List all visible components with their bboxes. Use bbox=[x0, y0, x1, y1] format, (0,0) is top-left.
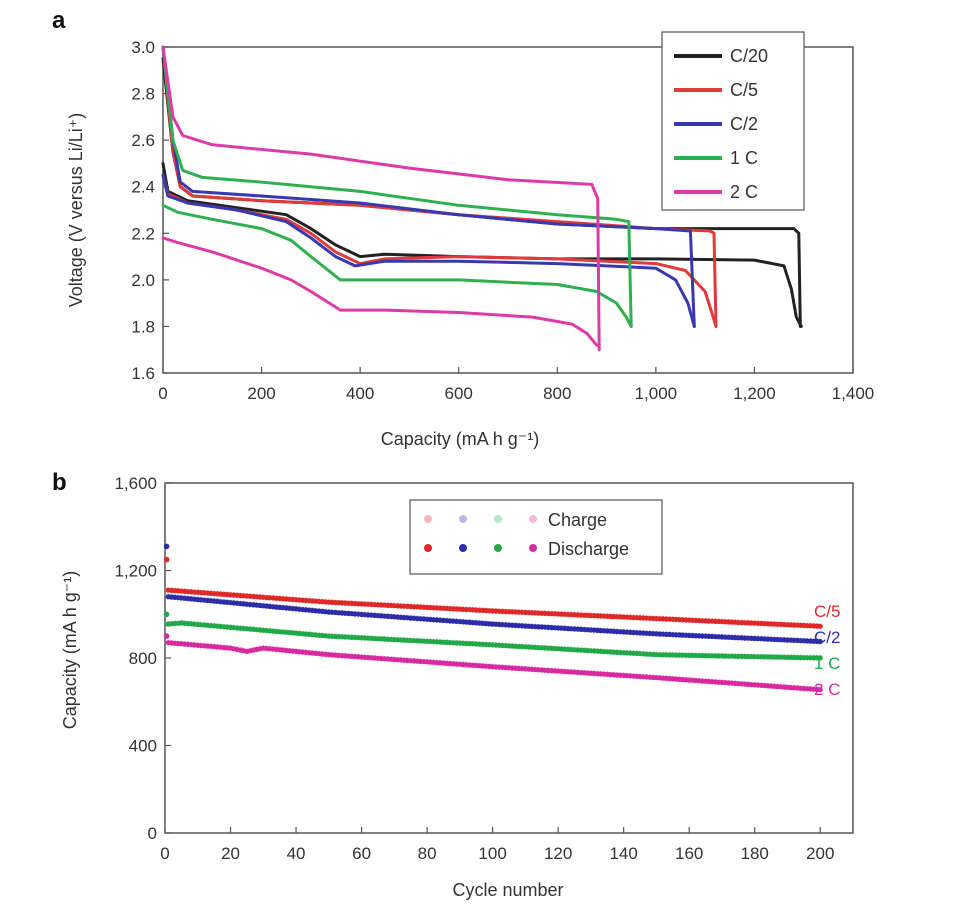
y-tick-label-a: 1.6 bbox=[131, 364, 155, 383]
series-2-c-discharge-line bbox=[161, 236, 599, 347]
series-2-c-charge-line bbox=[161, 45, 601, 352]
x-tick-label-b: 40 bbox=[287, 844, 306, 863]
series-1-c-charge-line bbox=[161, 45, 633, 328]
y-tick-label-a: 2.8 bbox=[131, 85, 155, 104]
panel-label-b: b bbox=[52, 469, 67, 496]
y-tick-label-a: 3.0 bbox=[131, 38, 155, 57]
x-axis-label-a: Capacity (mA h g⁻¹) bbox=[381, 429, 540, 449]
x-axis-label-b: Cycle number bbox=[452, 880, 563, 900]
legend-marker-discharge bbox=[494, 544, 502, 552]
plot-frame-a bbox=[162, 46, 854, 374]
x-tick-label-a: 400 bbox=[346, 384, 374, 403]
series-c-2-charge-line bbox=[161, 45, 696, 328]
legend-label-discharge: Discharge bbox=[548, 539, 629, 559]
series-1-c-discharge-line bbox=[161, 203, 633, 328]
x-tick-label-b: 80 bbox=[418, 844, 437, 863]
panel-label-a: a bbox=[52, 7, 66, 34]
legend-a: C/20 C/5 C/2 1 C 2 C bbox=[661, 31, 805, 211]
y-tick-label-a: 1.8 bbox=[131, 317, 155, 336]
y-tick-label-b: 800 bbox=[129, 649, 157, 668]
legend-marker-charge bbox=[459, 515, 467, 523]
y-axis-label-b: Capacity (mA h g⁻¹) bbox=[60, 571, 80, 730]
series-c-2-discharge-line bbox=[161, 173, 696, 328]
x-tick-label-b: 180 bbox=[741, 844, 769, 863]
legend-label-c-2: C/2 bbox=[730, 114, 758, 134]
x-tick-label-b: 120 bbox=[544, 844, 572, 863]
legend-label-c-5: C/5 bbox=[730, 80, 758, 100]
series-points-b bbox=[163, 543, 823, 693]
x-tick-label-b: 200 bbox=[806, 844, 834, 863]
initial-point-1-c bbox=[163, 611, 170, 618]
end-label-2-c: 2 C bbox=[814, 680, 840, 699]
initial-point-2-c bbox=[163, 633, 170, 639]
x-ticks-a: 0 200 400 600 800 1,000 1,200 1,400 bbox=[158, 367, 874, 403]
discharge-point-c-5 bbox=[817, 623, 823, 629]
legend-marker-charge bbox=[424, 515, 432, 523]
y-tick-label-a: 2.2 bbox=[131, 224, 155, 243]
x-tick-label-b: 160 bbox=[675, 844, 703, 863]
legend-label-c-20: C/20 bbox=[730, 46, 768, 66]
initial-point-c-2 bbox=[163, 543, 170, 550]
series-c-5-discharge-line bbox=[161, 173, 718, 328]
x-tick-label-b: 100 bbox=[478, 844, 506, 863]
x-tick-label-b: 60 bbox=[352, 844, 371, 863]
discharge-point-1-c bbox=[817, 655, 823, 661]
y-tick-label-b: 400 bbox=[129, 737, 157, 756]
legend-label-charge: Charge bbox=[548, 510, 607, 530]
x-tick-label-a: 0 bbox=[158, 384, 167, 403]
x-tick-label-a: 600 bbox=[445, 384, 473, 403]
series-lines-a bbox=[161, 45, 803, 352]
discharge-point-2-c bbox=[817, 687, 823, 693]
x-tick-label-a: 200 bbox=[247, 384, 275, 403]
end-label-c-2: C/2 bbox=[814, 628, 840, 647]
y-axis-label-a: Voltage (V versus Li/Li⁺) bbox=[66, 113, 86, 308]
y-ticks-b: 0 400 800 1,200 1,600 bbox=[114, 474, 171, 843]
legend-marker-discharge bbox=[459, 544, 467, 552]
x-tick-label-b: 20 bbox=[221, 844, 240, 863]
panel-a: a 1.6 1.8 2.0 2.2 2.4 2.6 2.8 3.0 0 200 400 600 800… bbox=[52, 7, 874, 449]
series-c-20-discharge-line bbox=[161, 161, 803, 328]
legend-marker-charge bbox=[529, 515, 537, 523]
x-tick-label-b: 140 bbox=[609, 844, 637, 863]
end-label-1-c: 1 C bbox=[814, 654, 840, 673]
end-labels-b: C/5 C/2 1 C 2 C bbox=[814, 602, 840, 699]
y-tick-label-b: 1,200 bbox=[114, 562, 157, 581]
x-tick-label-a: 1,000 bbox=[635, 384, 678, 403]
legend-label-2-c: 2 C bbox=[730, 182, 758, 202]
legend-box-b bbox=[409, 499, 663, 575]
legend-label-1-c: 1 C bbox=[730, 148, 758, 168]
legend-marker-discharge bbox=[529, 544, 537, 552]
y-tick-label-a: 2.6 bbox=[131, 131, 155, 150]
y-tick-label-a: 2.0 bbox=[131, 271, 155, 290]
end-label-c-5: C/5 bbox=[814, 602, 840, 621]
initial-point-c-5 bbox=[163, 556, 170, 563]
x-tick-label-a: 1,400 bbox=[832, 384, 875, 403]
x-tick-label-a: 800 bbox=[543, 384, 571, 403]
legend-box-a bbox=[661, 31, 805, 211]
panel-b: b 0 400 800 1,200 1,600 0 20 40 60 80 100 120 140 16… bbox=[52, 469, 854, 900]
x-ticks-b: 0 20 40 60 80 100 120 140 160 180 200 bbox=[160, 827, 834, 863]
legend-marker-discharge bbox=[424, 544, 432, 552]
y-tick-label-a: 2.4 bbox=[131, 178, 155, 197]
legend-b: Charge Discharge bbox=[409, 499, 663, 575]
discharge-point-c-2 bbox=[817, 639, 823, 645]
x-tick-label-b: 0 bbox=[160, 844, 169, 863]
x-tick-label-a: 1,200 bbox=[733, 384, 776, 403]
y-tick-label-b: 0 bbox=[148, 824, 157, 843]
y-tick-label-b: 1,600 bbox=[114, 474, 157, 493]
legend-marker-charge bbox=[494, 515, 502, 523]
series-c-5-charge-line bbox=[161, 45, 718, 328]
